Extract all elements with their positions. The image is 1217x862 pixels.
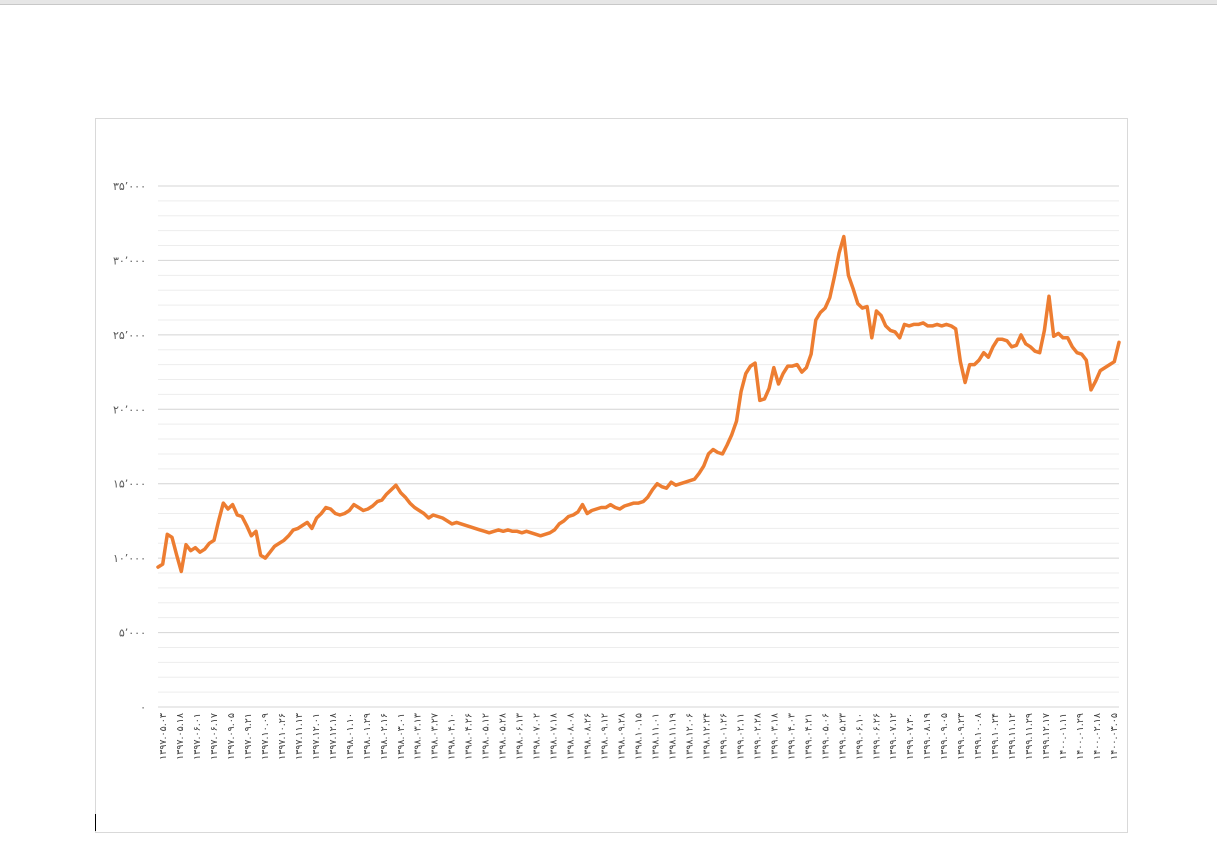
x-tick-label: ۱۳۹۸.۰۴.۱۰ bbox=[447, 713, 458, 760]
y-tick-label: ۵٬۰۰۰ bbox=[119, 627, 146, 640]
x-tick-label: ۱۳۹۸.۱۱.۰۱ bbox=[650, 713, 661, 760]
x-tick-label: ۱۳۹۹.۰۱.۲۶ bbox=[718, 713, 729, 760]
x-tick-label: ۱۳۹۸.۰۵.۲۸ bbox=[498, 713, 509, 760]
x-tick-label: ۱۳۹۸.۰۸.۰۸ bbox=[566, 713, 577, 760]
text-cursor bbox=[95, 814, 96, 831]
x-tick-label: ۱۳۹۸.۰۷.۱۸ bbox=[549, 713, 560, 760]
y-tick-label: ۳۰٬۰۰۰ bbox=[113, 254, 146, 267]
x-tick-label: ۱۳۹۸.۰۸.۲۶ bbox=[583, 713, 594, 760]
x-tick-label: ۱۳۹۸.۰۵.۱۲ bbox=[481, 713, 492, 760]
x-tick-label: ۱۳۹۹.۱۱.۱۲ bbox=[1007, 713, 1018, 760]
y-tick-label: ۰ bbox=[140, 701, 146, 714]
x-tick-label: ۱۳۹۹.۰۶.۲۶ bbox=[871, 713, 882, 760]
x-tick-label: ۱۳۹۹.۱۲.۱۷ bbox=[1041, 713, 1052, 760]
x-tick-label: ۱۳۹۹.۰۵.۰۶ bbox=[820, 713, 831, 760]
x-tick-label: ۱۳۹۹.۰۷.۳۰ bbox=[905, 713, 916, 760]
x-tick-label: ۱۳۹۹.۰۸.۱۹ bbox=[922, 713, 933, 760]
x-tick-label: ۱۳۹۹.۱۱.۲۹ bbox=[1024, 713, 1035, 760]
x-tick-label: ۱۳۹۸.۰۹.۲۸ bbox=[617, 713, 628, 760]
x-tick-label: ۱۴۰۰.۰۳.۰۵ bbox=[1109, 713, 1120, 760]
x-tick-label: ۱۳۹۸.۰۴.۲۶ bbox=[464, 713, 475, 760]
x-tick-label: ۱۳۹۸.۰۶.۱۳ bbox=[515, 713, 526, 760]
x-tick-label: ۱۳۹۷.۱۰.۲۶ bbox=[277, 713, 288, 760]
x-tick-label: ۱۳۹۷.۱۱.۱۳ bbox=[294, 713, 305, 760]
x-tick-label: ۱۳۹۹.۰۵.۲۳ bbox=[837, 713, 848, 760]
x-tick-label: ۱۳۹۸.۰۳.۰۱ bbox=[396, 713, 407, 760]
x-tick-label: ۱۳۹۹.۰۴.۲۱ bbox=[803, 713, 814, 760]
x-tick-label: ۱۴۰۰.۰۲.۱۸ bbox=[1092, 713, 1103, 760]
x-axis-tick-labels: ۱۳۹۷.۰۵.۰۳ ۱۳۹۷.۰۵.۱۸ ۱۳۹۷.۰۶.۰۱ ۱۳۹۷.۰۶.۱۷… bbox=[158, 713, 1120, 760]
x-tick-label: ۱۴۰۰.۰۱.۲۹ bbox=[1075, 713, 1086, 760]
x-tick-label: ۱۳۹۸.۰۲.۱۶ bbox=[379, 713, 390, 760]
major-gridlines bbox=[158, 185, 1119, 708]
x-tick-label: ۱۳۹۸.۰۳.۲۷ bbox=[430, 713, 441, 760]
x-tick-label: ۱۳۹۸.۰۱.۲۹ bbox=[362, 713, 373, 760]
x-tick-label: ۱۳۹۸.۱۱.۱۹ bbox=[667, 713, 678, 760]
x-tick-label: ۱۳۹۹.۰۲.۱۱ bbox=[735, 713, 746, 760]
x-tick-label: ۱۳۹۷.۰۹.۰۵ bbox=[226, 713, 237, 760]
x-tick-label: ۱۳۹۹.۰۶.۱۰ bbox=[854, 713, 865, 760]
y-tick-label: ۲۰٬۰۰۰ bbox=[113, 403, 146, 416]
x-tick-label: ۱۳۹۸.۰۳.۱۳ bbox=[413, 713, 424, 760]
x-tick-label: ۱۳۹۹.۰۷.۱۲ bbox=[888, 713, 899, 760]
y-tick-label: ۱۰٬۰۰۰ bbox=[113, 552, 146, 565]
x-tick-label: ۱۳۹۹.۰۹.۰۵ bbox=[939, 713, 950, 760]
x-tick-label: ۱۳۹۷.۰۶.۰۱ bbox=[192, 713, 203, 760]
x-tick-label: ۱۳۹۹.۰۲.۲۸ bbox=[752, 713, 763, 760]
x-tick-label: ۱۳۹۸.۱۰.۱۵ bbox=[634, 713, 645, 760]
x-tick-label: ۱۳۹۹.۱۰.۰۸ bbox=[973, 713, 984, 760]
x-tick-label: ۱۳۹۸.۰۹.۱۲ bbox=[600, 713, 611, 760]
x-tick-label: ۱۳۹۸.۰۱.۱۰ bbox=[345, 713, 356, 760]
x-tick-label: ۱۳۹۹.۱۰.۲۴ bbox=[990, 713, 1001, 760]
x-tick-label: ۱۴۰۰.۰۱.۱۱ bbox=[1058, 713, 1069, 760]
x-tick-label: ۱۳۹۸.۱۲.۲۴ bbox=[701, 713, 712, 760]
line-chart: ۰ ۵٬۰۰۰ ۱۰٬۰۰۰ ۱۵٬۰۰۰ ۲۰٬۰۰۰ ۲۵٬۰۰۰ ۳۰٬۰۰۰ ۳۵٬۰… bbox=[113, 180, 1121, 760]
minor-gridlines bbox=[158, 200, 1119, 693]
series-group bbox=[156, 234, 1121, 574]
x-tick-label: ۱۳۹۷.۱۲.۱۸ bbox=[328, 713, 339, 760]
x-tick-label: ۱۳۹۷.۰۵.۰۳ bbox=[158, 713, 169, 760]
x-tick-label: ۱۳۹۹.۰۴.۰۳ bbox=[786, 713, 797, 760]
x-tick-label: ۱۳۹۷.۰۵.۱۸ bbox=[175, 713, 186, 760]
chart-area[interactable]: ۰ ۵٬۰۰۰ ۱۰٬۰۰۰ ۱۵٬۰۰۰ ۲۰٬۰۰۰ ۲۵٬۰۰۰ ۳۰٬۰۰۰ ۳۵٬۰… bbox=[95, 118, 1128, 833]
x-tick-label: ۱۳۹۷.۰۶.۱۷ bbox=[209, 713, 220, 760]
x-tick-label: ۱۳۹۷.۱۰.۰۹ bbox=[260, 713, 271, 760]
y-tick-label: ۲۵٬۰۰۰ bbox=[113, 329, 146, 342]
y-axis-tick-labels: ۰ ۵٬۰۰۰ ۱۰٬۰۰۰ ۱۵٬۰۰۰ ۲۰٬۰۰۰ ۲۵٬۰۰۰ ۳۰٬۰۰۰ ۳۵٬۰… bbox=[113, 180, 146, 714]
x-tick-label: ۱۳۹۹.۰۳.۱۸ bbox=[769, 713, 780, 760]
series-line bbox=[156, 234, 1121, 574]
y-tick-label: ۱۵٬۰۰۰ bbox=[113, 478, 146, 491]
x-tick-label: ۱۳۹۸.۱۲.۰۶ bbox=[684, 713, 695, 760]
x-tick-label: ۱۳۹۹.۰۹.۲۳ bbox=[956, 713, 967, 760]
x-tick-label: ۱۳۹۷.۰۹.۲۱ bbox=[243, 713, 254, 760]
x-tick-label: ۱۳۹۷.۱۲.۰۱ bbox=[311, 713, 322, 760]
x-tick-label: ۱۳۹۸.۰۷.۰۲ bbox=[532, 713, 543, 760]
y-tick-label: ۳۵٬۰۰۰ bbox=[113, 180, 146, 193]
window-top-border bbox=[0, 0, 1217, 5]
